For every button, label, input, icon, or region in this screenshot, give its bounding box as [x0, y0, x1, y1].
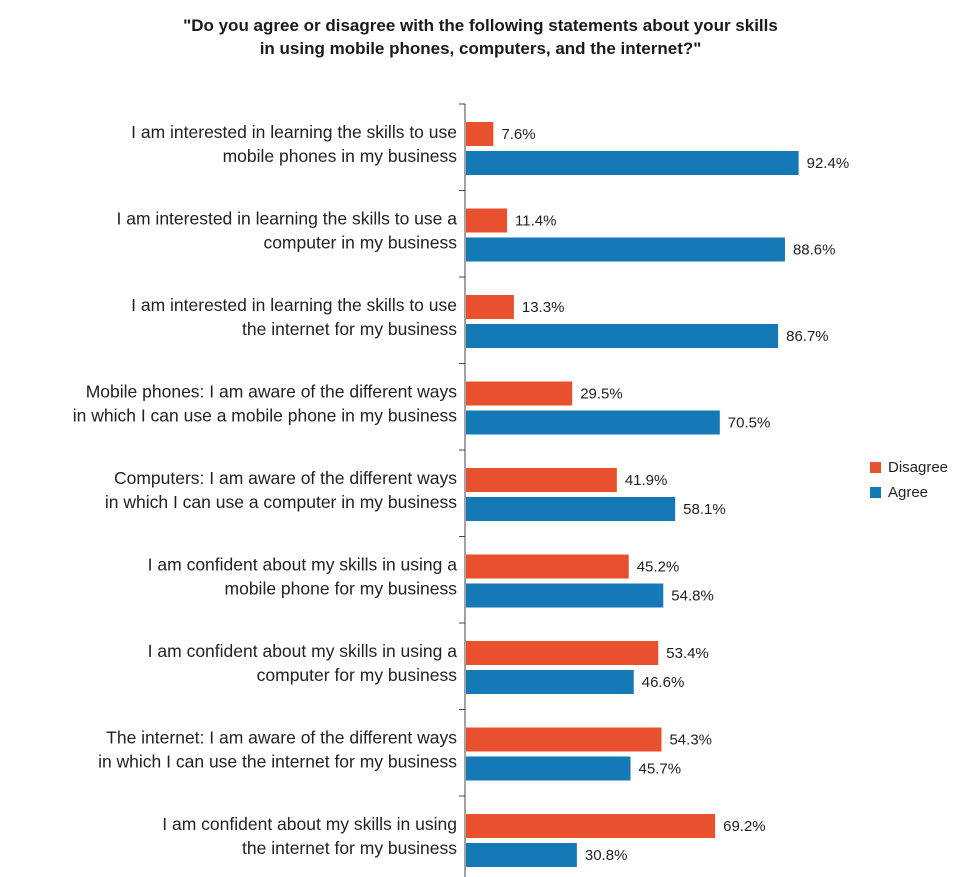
data-label-agree: 46.6%: [642, 674, 685, 691]
category-label: The internet: I am aware of the differen…: [106, 728, 457, 748]
legend-item-agree: Agree: [870, 482, 948, 502]
bar-agree: [466, 843, 577, 867]
bar-agree: [466, 670, 634, 694]
data-label-disagree: 53.4%: [666, 645, 709, 662]
category-label: in which I can use a computer in my busi…: [105, 492, 457, 512]
category-label: I am interested in learning the skills t…: [117, 209, 458, 229]
bar-agree: [466, 324, 779, 348]
category-label: the internet for my business: [242, 838, 457, 858]
data-label-agree: 86.7%: [786, 328, 829, 345]
legend-label-disagree: Disagree: [888, 458, 949, 476]
data-label-disagree: 13.3%: [522, 299, 565, 316]
data-label-disagree: 41.9%: [625, 472, 668, 489]
category-label: I am interested in learning the skills t…: [131, 122, 457, 142]
legend-label-agree: Agree: [888, 483, 929, 501]
data-label-disagree: 7.6%: [501, 126, 535, 143]
bar-disagree: [466, 208, 508, 233]
bar-agree: [466, 151, 799, 175]
category-label: I am confident about my skills in using …: [148, 641, 458, 661]
legend-swatch-agree: [870, 486, 881, 498]
data-label-agree: 30.8%: [585, 847, 628, 864]
bar-disagree: [466, 554, 629, 579]
data-label-agree: 92.4%: [807, 155, 850, 172]
chart-title: "Do you agree or disagree with the follo…: [0, 14, 961, 60]
category-label: computer for my business: [257, 665, 458, 685]
data-label-agree: 58.1%: [683, 501, 726, 518]
data-label-agree: 45.7%: [639, 761, 682, 778]
bar-agree: [466, 756, 631, 781]
data-label-agree: 88.6%: [793, 242, 836, 259]
data-label-disagree: 11.4%: [515, 213, 556, 230]
bar-agree: [466, 410, 720, 435]
category-label: in which I can use a mobile phone in my …: [73, 406, 457, 426]
legend: Disagree Agree: [870, 457, 948, 507]
category-label: Computers: I am aware of the different w…: [114, 468, 457, 488]
bar-agree: [466, 583, 664, 608]
bar-disagree: [466, 381, 573, 406]
data-label-disagree: 29.5%: [580, 386, 623, 403]
category-label: the internet for my business: [242, 319, 457, 339]
bar-disagree: [466, 727, 662, 752]
legend-item-disagree: Disagree: [870, 457, 948, 477]
bar-agree: [466, 497, 676, 521]
legend-swatch-disagree: [870, 461, 881, 473]
bar-agree: [466, 237, 785, 262]
bar-disagree: [466, 814, 716, 838]
data-label-disagree: 45.2%: [637, 559, 680, 576]
category-label: I am confident about my skills in using: [162, 814, 457, 834]
data-label-disagree: 54.3%: [669, 732, 712, 749]
category-label: mobile phones in my business: [223, 146, 458, 166]
data-label-agree: 54.8%: [671, 588, 714, 605]
bar-disagree: [466, 468, 617, 492]
category-label: I am confident about my skills in using …: [148, 555, 458, 575]
data-label-agree: 70.5%: [728, 415, 771, 432]
category-label: in which I can use the internet for my b…: [98, 752, 457, 772]
category-label: I am interested in learning the skills t…: [131, 295, 457, 315]
chart-title-line-2: in using mobile phones, computers, and t…: [259, 39, 702, 58]
data-label-disagree: 69.2%: [723, 818, 766, 835]
chart-title-line-1: "Do you agree or disagree with the follo…: [183, 16, 778, 35]
category-label: mobile phone for my business: [225, 579, 458, 599]
category-label: Mobile phones: I am aware of the differe…: [86, 382, 458, 402]
category-label: computer in my business: [263, 233, 457, 253]
bar-disagree: [466, 641, 659, 665]
bar-disagree: [466, 122, 494, 146]
bar-disagree: [466, 295, 514, 319]
